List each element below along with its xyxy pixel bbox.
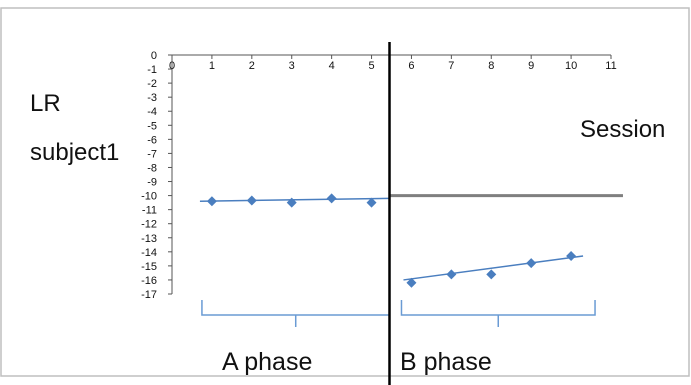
- y-tick-label: -10: [141, 191, 157, 203]
- y-tick-label: -8: [147, 162, 157, 174]
- y-tick-label: -14: [141, 247, 157, 259]
- y-tick-label: -4: [147, 106, 157, 118]
- y-tick-label: -6: [147, 134, 157, 146]
- y-tick-label: -16: [141, 275, 157, 287]
- y-tick-label: -5: [147, 120, 157, 132]
- x-tick-label: 6: [408, 60, 414, 72]
- y-tick-label: -3: [147, 92, 157, 104]
- y-tick-label: -7: [147, 148, 157, 160]
- y-tick-label: -15: [141, 261, 157, 273]
- x-tick-label: 7: [448, 60, 454, 72]
- phase-b-label: B phase: [400, 348, 492, 377]
- y-tick-label: -11: [142, 205, 157, 217]
- y-axis-title-line1: LR: [30, 90, 61, 118]
- x-tick-label: 0: [169, 60, 175, 72]
- x-tick-label: 8: [488, 60, 494, 72]
- x-tick-label: 5: [368, 60, 374, 72]
- x-tick-label: 11: [605, 60, 616, 72]
- x-tick-label: 10: [565, 60, 577, 72]
- y-axis-title-line2: subject1: [30, 139, 119, 167]
- x-tick-label: 1: [209, 60, 215, 72]
- x-tick-label: 2: [249, 60, 255, 72]
- y-tick-label: -2: [147, 78, 157, 90]
- x-tick-label: 9: [528, 60, 534, 72]
- x-tick-label: 4: [329, 60, 335, 72]
- phase-a-label: A phase: [222, 348, 312, 377]
- y-tick-label: -13: [141, 233, 157, 245]
- y-tick-label: -17: [141, 289, 157, 301]
- x-tick-label: 3: [289, 60, 295, 72]
- y-tick-label: -9: [147, 177, 157, 189]
- x-axis-title: Session: [580, 116, 665, 144]
- y-tick-label: -12: [141, 219, 157, 231]
- y-tick-label: -1: [147, 64, 157, 76]
- y-tick-label: 0: [151, 50, 157, 62]
- chart-border: [1, 8, 689, 376]
